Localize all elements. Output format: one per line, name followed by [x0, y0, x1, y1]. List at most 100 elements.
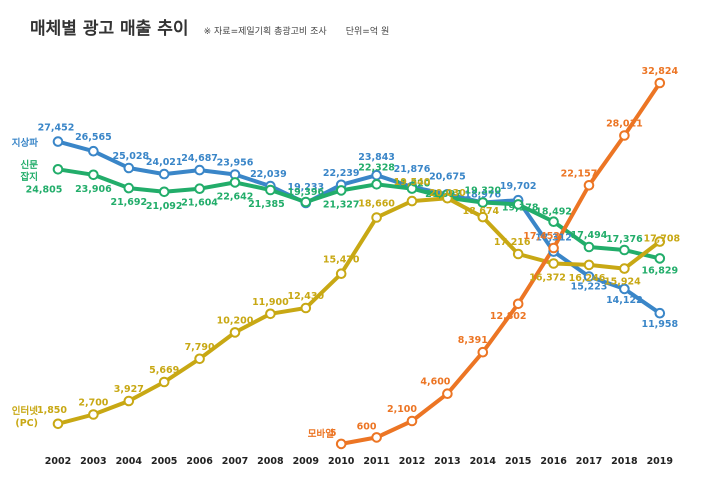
x-tick-2010: 2010: [328, 456, 355, 467]
marker-mobile-2011: [371, 432, 382, 443]
data-label-pc-2008: 11,900: [252, 297, 289, 308]
marker-print-2004: [123, 182, 135, 194]
data-label-broadcast-2006: 24,687: [181, 153, 218, 164]
data-label-pc-2011: 18,660: [358, 199, 395, 210]
data-label-print-2012: 21,620: [394, 179, 431, 190]
x-tick-2019: 2019: [647, 456, 673, 467]
marker-print-2003: [88, 169, 99, 181]
marker-print-2009: [300, 196, 312, 208]
chart-title: 매체별 광고 매출 추이: [30, 19, 189, 39]
data-label-print-2004: 21,692: [110, 197, 147, 208]
data-label-print-2007: 22,642: [217, 191, 254, 202]
data-label-broadcast-2007: 23,956: [217, 158, 254, 169]
marker-print-2016: [548, 216, 559, 227]
marker-print-2008: [265, 184, 276, 196]
marker-print-2014: [477, 197, 489, 208]
data-label-mobile-2016: 17,453: [523, 231, 560, 242]
unit-note: 단위=억 원: [345, 27, 390, 37]
data-label-pc-2005: 5,669: [149, 365, 179, 376]
series-name-pc: 인터넷 (PC): [12, 405, 38, 429]
marker-pc-2004: [123, 395, 135, 407]
series-name-mobile: 모바일: [308, 428, 334, 440]
marker-broadcast-2019: [654, 307, 666, 319]
data-label-mobile-2018: 28,011: [606, 119, 643, 130]
data-label-broadcast-2004: 25,028: [112, 151, 149, 162]
marker-pc-2011: [371, 212, 382, 223]
marker-mobile-2015: [512, 298, 524, 310]
data-label-broadcast-2010: 22,239: [323, 168, 360, 179]
data-label-print-2009: 19,396: [287, 187, 324, 198]
data-label-broadcast-2018: 14,122: [606, 295, 643, 306]
data-label-broadcast-2009: 19,233: [287, 182, 324, 193]
series-line-mobile: [339, 81, 662, 446]
marker-mobile-2012: [406, 415, 418, 427]
x-tick-2004: 2004: [116, 456, 143, 467]
x-tick-2005: 2005: [151, 456, 177, 467]
data-label-print-2011: 22,328: [358, 162, 395, 173]
data-label-print-2002: 24,805: [26, 184, 63, 195]
data-label-pc-2007: 10,200: [217, 315, 254, 326]
data-label-broadcast-2002: 27,452: [38, 123, 75, 134]
marker-mobile-2019: [654, 77, 666, 89]
series-lines: [56, 81, 662, 446]
data-label-print-2016: 18,492: [535, 207, 572, 218]
marker-pc-2013: [442, 192, 453, 204]
marker-pc-2019: [654, 236, 666, 247]
marker-pc-2010: [335, 268, 347, 280]
data-label-mobile-2015: 12,802: [490, 311, 527, 322]
marker-pc-2002: [52, 418, 64, 430]
data-label-mobile-2012: 2,100: [387, 404, 417, 415]
data-label-pc-2010: 15,470: [323, 255, 360, 266]
data-label-pc-2009: 12,430: [287, 291, 324, 302]
marker-broadcast-2006: [194, 164, 205, 176]
marker-pc-2009: [300, 302, 312, 314]
data-label-pc-2018: 15,924: [604, 277, 641, 288]
marker-pc-2003: [88, 409, 99, 420]
series-name-broadcast: 지상파: [12, 137, 38, 149]
marker-print-2010: [335, 185, 347, 196]
series-line-pc: [56, 196, 662, 426]
title-row: 매체별 광고 매출 추이 ※ 자료=제일기획 총광고비 조사 단위=억 원: [30, 14, 389, 39]
x-tick-2016: 2016: [540, 456, 567, 467]
source-note: ※ 자료=제일기획 총광고비 조사: [203, 27, 327, 37]
data-label-broadcast-2011: 23,843: [358, 152, 395, 163]
data-label-print-2010: 21,327: [323, 199, 360, 210]
data-label-broadcast-2008: 22,039: [250, 169, 287, 180]
marker-mobile-2013: [442, 388, 453, 400]
marker-mobile-2017: [583, 180, 595, 191]
marker-pc-2016: [548, 258, 559, 269]
data-label-mobile-2010: 5: [330, 428, 337, 439]
marker-broadcast-2002: [52, 136, 64, 147]
x-tick-2006: 2006: [186, 456, 213, 467]
marker-broadcast-2018: [619, 283, 630, 295]
marker-print-2005: [158, 186, 170, 198]
data-label-print-2014: 19,320: [464, 186, 501, 197]
x-tick-2017: 2017: [576, 456, 602, 467]
x-tick-2014: 2014: [470, 456, 497, 467]
data-label-print-2005: 21,092: [146, 201, 183, 212]
data-label-pc-2015: 17,216: [494, 237, 531, 248]
data-label-broadcast-2012: 21,876: [394, 164, 431, 175]
x-tick-2011: 2011: [363, 456, 389, 467]
marker-pc-2006: [194, 353, 205, 365]
data-label-mobile-2019: 32,824: [641, 66, 678, 77]
marker-print-2015: [512, 199, 524, 210]
data-label-pc-2013: 20,030: [429, 188, 466, 199]
data-label-broadcast-2014: 18,976: [464, 190, 501, 201]
marker-print-2017: [583, 241, 595, 253]
data-label-pc-2019: 17,708: [643, 234, 680, 245]
series-name-print: 신문 잡지: [21, 159, 39, 183]
data-label-broadcast-2019: 11,958: [641, 319, 678, 330]
marker-pc-2005: [158, 376, 170, 388]
marker-broadcast-2005: [158, 168, 170, 180]
marker-print-2007: [229, 177, 241, 188]
marker-pc-2015: [512, 248, 524, 260]
marker-pc-2014: [477, 211, 489, 223]
marker-print-2002: [52, 164, 64, 175]
x-tick-2002: 2002: [45, 456, 71, 467]
marker-pc-2008: [265, 308, 276, 320]
data-label-pc-2003: 2,700: [78, 398, 108, 409]
data-label-mobile-2017: 22,157: [561, 168, 598, 179]
